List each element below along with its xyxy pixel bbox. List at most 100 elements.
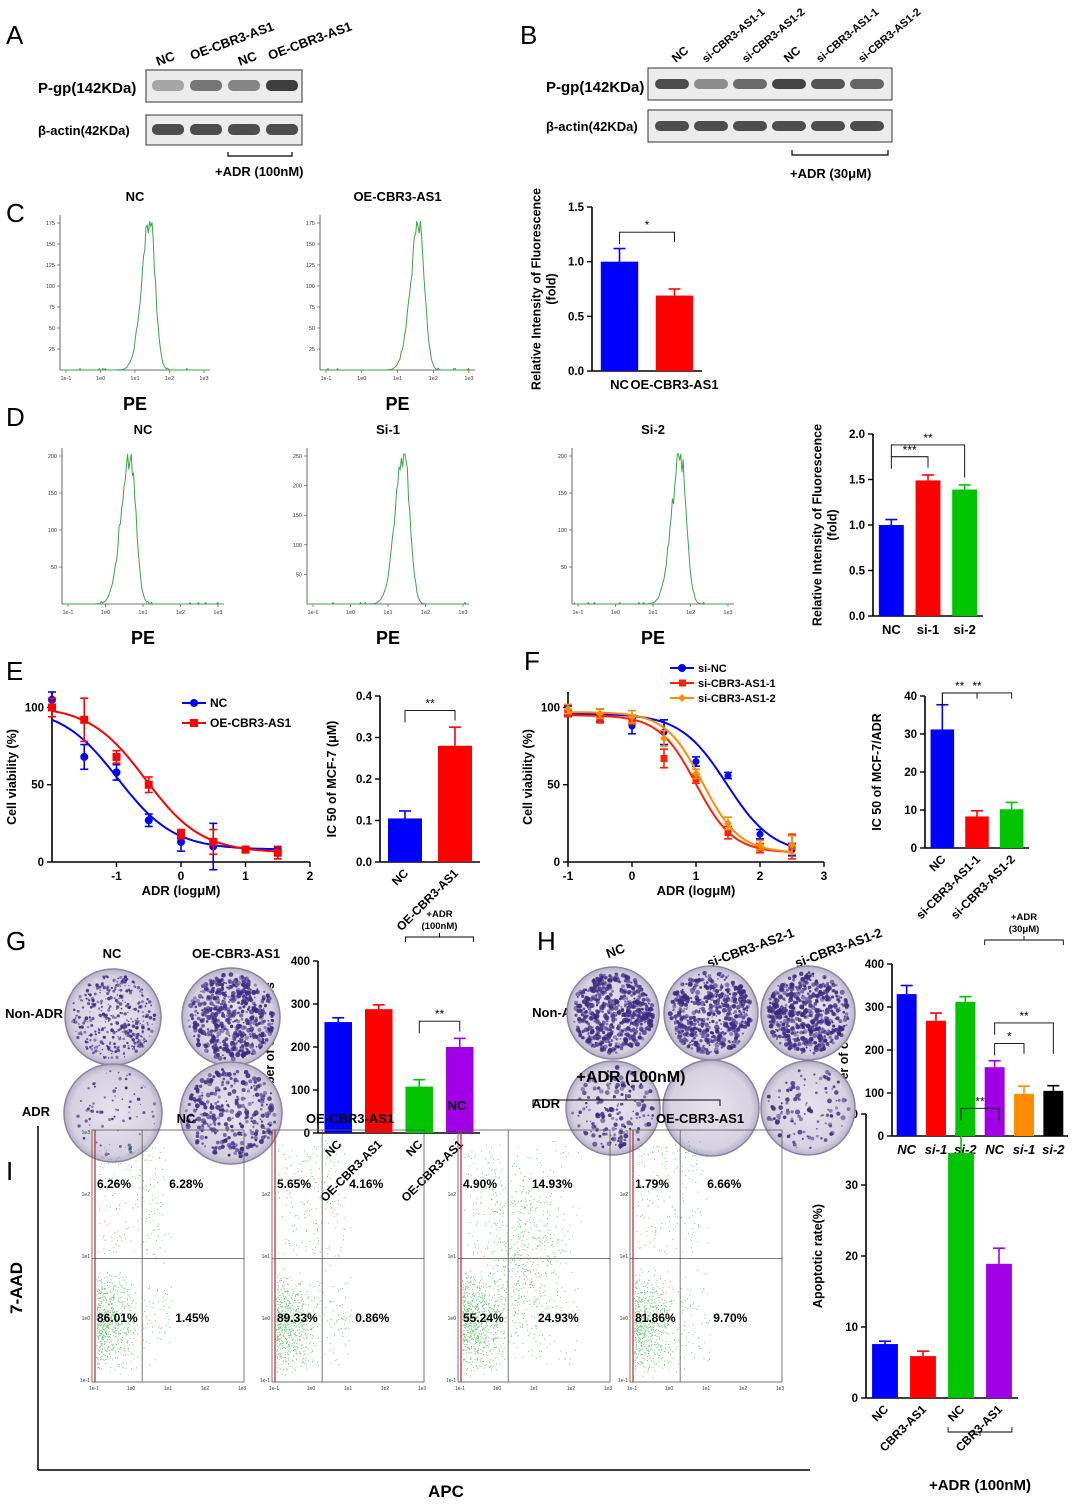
colony	[200, 984, 205, 989]
colony	[768, 1023, 774, 1029]
colony	[692, 1000, 697, 1006]
y-tick-label: 125	[306, 263, 315, 269]
colony	[712, 999, 718, 1004]
colony	[196, 1012, 199, 1015]
colony	[640, 1001, 645, 1006]
colony	[203, 1080, 208, 1085]
colony	[776, 1113, 782, 1119]
colony	[128, 991, 133, 995]
fit-curve	[568, 711, 793, 853]
colony	[604, 1132, 608, 1136]
colony	[601, 1115, 605, 1119]
colony	[619, 988, 622, 991]
colony	[78, 998, 80, 1000]
colony	[101, 984, 104, 987]
colony	[805, 1046, 808, 1049]
colony	[99, 1144, 102, 1147]
colony	[625, 1033, 628, 1036]
colony	[196, 1116, 202, 1122]
colony	[736, 989, 742, 995]
colony	[241, 1056, 245, 1059]
colony	[136, 1032, 140, 1037]
colony	[809, 1049, 812, 1052]
colony	[793, 1045, 799, 1051]
bar	[445, 1047, 474, 1133]
colony	[184, 1109, 188, 1113]
colony	[814, 998, 819, 1003]
colony	[815, 979, 817, 982]
colony	[700, 1024, 704, 1028]
colony	[269, 1092, 272, 1095]
colony	[737, 984, 743, 989]
colony	[126, 1041, 129, 1045]
colony	[788, 1009, 792, 1013]
colony	[209, 1111, 213, 1114]
colony	[113, 1030, 116, 1033]
colony	[748, 1018, 753, 1023]
colony	[108, 1007, 111, 1010]
colony	[240, 982, 244, 986]
colony	[233, 1143, 238, 1148]
colony	[607, 1113, 612, 1118]
x-tick-label: 3	[821, 869, 828, 883]
colony	[677, 1035, 681, 1040]
colony	[121, 1098, 124, 1101]
colony	[119, 1036, 122, 1038]
colony	[188, 1003, 194, 1009]
colony	[106, 986, 109, 990]
colony	[828, 1108, 833, 1113]
colony	[825, 1091, 828, 1094]
y-tick-label: 100	[46, 284, 55, 290]
colony	[635, 1112, 639, 1116]
colony	[678, 1028, 684, 1034]
colony	[83, 1030, 87, 1034]
colony	[271, 1019, 275, 1022]
colony	[618, 1009, 621, 1011]
colony	[90, 1033, 92, 1036]
bar	[1043, 1090, 1064, 1136]
lane-label: NC	[781, 43, 804, 65]
colony	[213, 1006, 217, 1011]
colony	[616, 1033, 619, 1036]
colony	[684, 1024, 687, 1027]
colony	[705, 1033, 710, 1038]
y-tick-label: 0.0	[849, 611, 865, 623]
colony	[266, 997, 269, 1001]
colony	[209, 1123, 212, 1126]
x-tick-label: NC	[403, 1137, 425, 1159]
colony	[243, 1106, 246, 1109]
pgp-label: P-gp(142KDa)	[38, 80, 136, 97]
colony	[615, 1118, 618, 1121]
colony	[212, 1149, 218, 1155]
colony	[619, 1046, 624, 1051]
colony	[674, 997, 679, 1002]
colony	[141, 1010, 144, 1014]
colony	[585, 1020, 589, 1024]
colony	[118, 1002, 123, 1006]
colony	[777, 1096, 781, 1099]
colony	[813, 1073, 816, 1076]
y-tick-label: 150	[558, 491, 567, 497]
pgp-band	[655, 79, 689, 89]
colony	[144, 1005, 147, 1008]
colony	[619, 1021, 622, 1025]
colony	[75, 1030, 77, 1033]
colony	[814, 988, 817, 991]
colony	[627, 1018, 631, 1022]
colony	[74, 1020, 78, 1024]
colony	[203, 1145, 207, 1148]
colony	[91, 1016, 95, 1021]
colony	[258, 1083, 262, 1088]
colony	[222, 1043, 226, 1047]
colony	[147, 1010, 151, 1013]
colony	[124, 1024, 128, 1028]
colony	[680, 1017, 683, 1019]
colony	[87, 998, 90, 1001]
lane-label: OE-CBR3-AS1	[188, 19, 276, 63]
colony	[683, 1007, 686, 1010]
colony	[151, 1114, 155, 1118]
x-tick-label: 1e3	[458, 610, 467, 616]
colony	[127, 1047, 130, 1050]
y-tick-label: 400	[291, 956, 310, 968]
colony	[608, 1023, 614, 1029]
